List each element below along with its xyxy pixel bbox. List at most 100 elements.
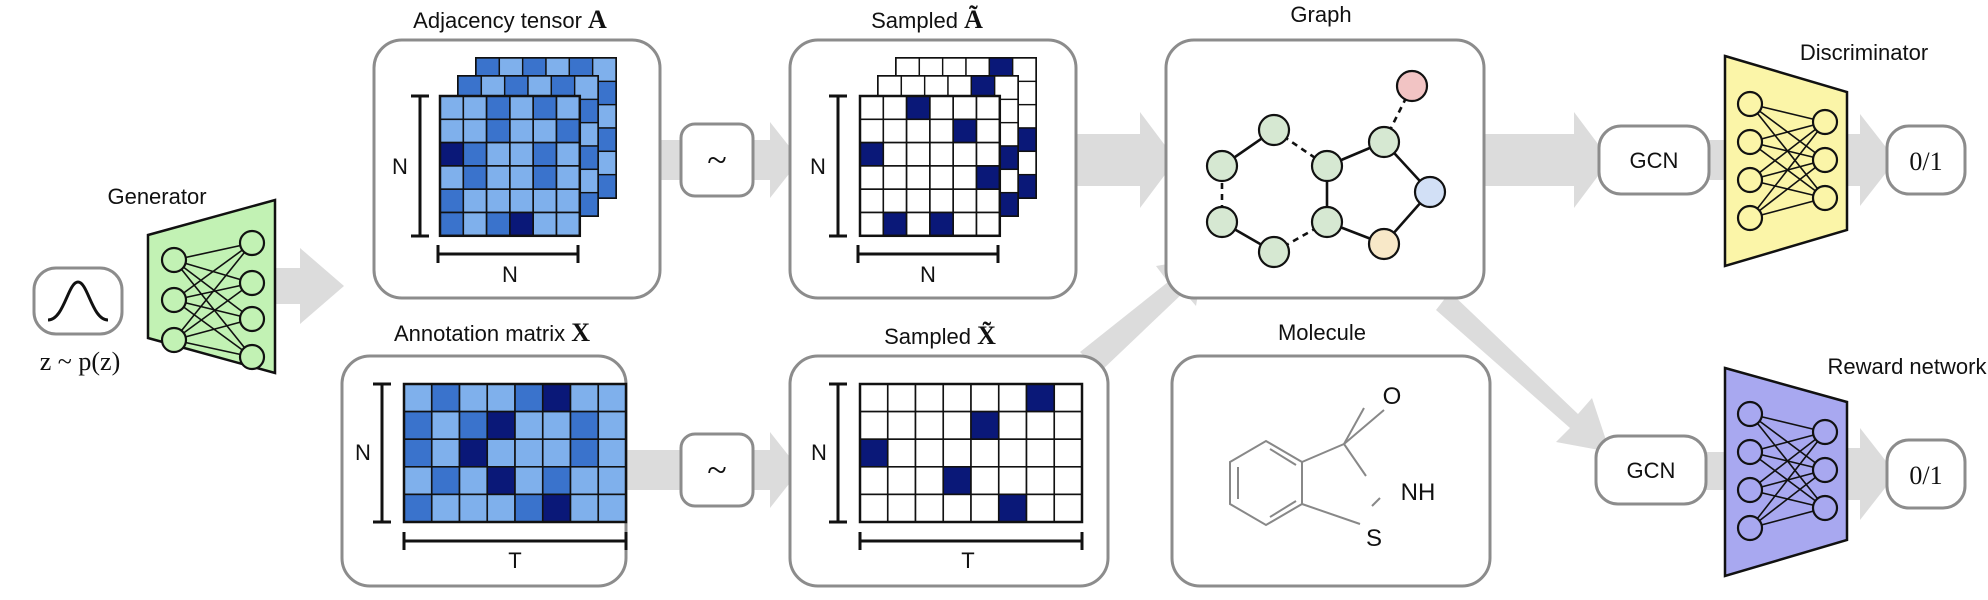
grid-cell [555,188,581,214]
grid-cell [541,493,572,523]
grid-cell [882,211,908,237]
flow-arrow [1484,112,1610,208]
grid-cell [403,438,433,468]
discriminator-network: Discriminator [1723,40,1928,268]
latent-label: z ~ p(z) [40,347,120,376]
sampled-adjacency-panel: Sampled Ã N N [788,5,1078,300]
grid-cell [439,118,465,144]
neuron-node [1811,184,1839,212]
sampled-x-dim-horizontal: T [961,548,974,573]
grid-cell [486,383,516,413]
neuron-node [1736,128,1764,156]
grid-cell [975,95,1001,121]
grid-cell [532,188,558,214]
molecule-nh-label: NH [1401,479,1436,506]
gcn-top: GCN [1597,124,1711,196]
grid-cell [952,95,978,121]
grid-cell [462,188,488,214]
grid-cell [905,95,931,121]
annotation-grid [402,382,628,524]
grid-cell [859,438,889,468]
tilde-icon-top: ~ [707,140,726,180]
reward-network-label: Reward network [1828,354,1988,379]
grid-cell [569,383,600,413]
grid-cell [485,118,511,144]
grid-cell [905,141,931,167]
grid-cell [859,141,885,167]
flow-arrow [753,432,800,508]
neuron-node [238,343,266,371]
gcn-top-label: GCN [1630,148,1679,173]
graph-node [1395,69,1429,103]
tilde-icon-bottom: ~ [707,450,726,490]
grid-cell [569,410,600,441]
grid-cell [439,165,465,190]
grid-cell [514,465,544,496]
sampled-x-title: Sampled X̃ [884,321,996,350]
grid-cell [486,410,516,441]
grid-cell [970,438,1000,468]
grid-cell [1025,383,1056,413]
generator-label: Generator [107,184,206,209]
neuron-node [1811,418,1839,446]
grid-cell [929,118,955,144]
generator-neural-net-icon [160,229,266,371]
grid-cell [942,493,972,523]
output-top-label: 0/1 [1909,147,1942,176]
graph-title: Graph [1290,2,1351,27]
grid-cell [569,493,600,523]
grid-cell [462,141,488,167]
grid-cell [430,493,461,523]
grid-cell [975,188,1001,214]
grid-cell [882,95,908,121]
graph-node [1310,149,1344,183]
grid-cell [532,118,558,144]
sampled-annotation-grid [858,382,1084,524]
grid-cell [439,141,465,167]
grid-cell [952,211,978,237]
grid-cell [458,410,489,441]
neuron-node [1736,166,1764,194]
grid-cell [942,465,972,496]
flow-arrow [626,450,681,490]
grid-cell [997,383,1028,413]
grid-cell [929,95,955,121]
grid-cell [403,493,433,523]
grid-cell [509,118,534,144]
grid-cell [514,493,544,523]
grid-cell [886,410,917,441]
adjacency-grid-stack [438,57,617,238]
grid-cell [430,438,461,468]
gaussian-curve-icon [47,280,109,322]
flow-arrow [1706,452,1728,490]
grid-cell [462,165,488,190]
grid-cell [485,95,511,121]
flow-arrow [1847,428,1896,520]
neuron-node [1811,146,1839,174]
molecule-title: Molecule [1278,320,1366,345]
graph-node [1205,149,1239,183]
grid-cell [541,465,572,496]
adjacency-dim-horizontal: N [502,262,518,287]
latent-input: z ~ p(z) [32,266,124,376]
molecule-oxygen-label: O [1383,383,1402,410]
neuron-node [1736,438,1764,466]
grid-cell [886,493,917,523]
neuron-node [1736,400,1764,428]
grid-cell [975,118,1001,144]
grid-cell [509,211,534,237]
graph-node [1367,227,1401,261]
grid-cell [485,141,511,167]
grid-cell [430,410,461,441]
grid-cell [514,410,544,441]
grid-cell [929,165,955,190]
grid-cell [403,383,433,413]
grid-cell [914,410,945,441]
grid-cell [514,383,544,413]
grid-cell [509,141,534,167]
flow-arrow [753,122,800,198]
flow-arrow [1847,114,1896,206]
flow-arrow [1709,140,1728,180]
grid-cell [458,383,489,413]
